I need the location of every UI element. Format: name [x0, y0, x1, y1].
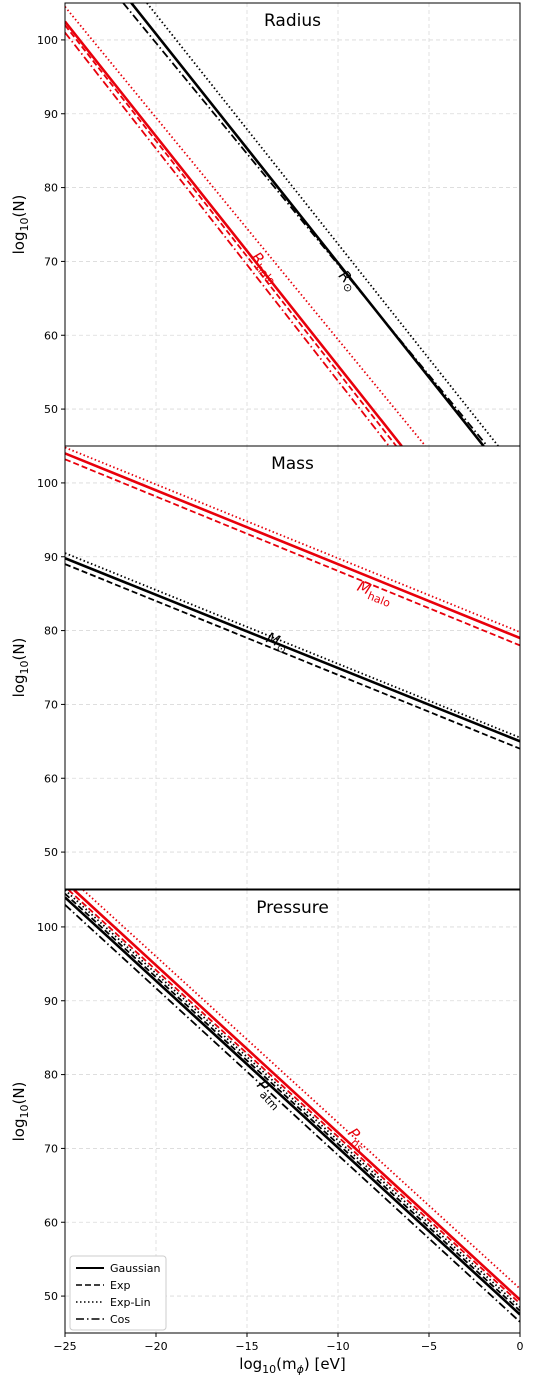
panel-frame: [64, 2, 521, 447]
y-tick-label: 80: [44, 625, 58, 638]
grid: [64, 446, 521, 889]
grid: [64, 3, 521, 446]
y-tick-label: 100: [37, 477, 58, 490]
x-tick-label: −10: [326, 1340, 349, 1353]
series-line-red-dashed: [65, 458, 520, 647]
series-line-black-dashed: [65, 893, 520, 1312]
series-line-red-dashed: [65, 24, 397, 446]
series-line-red-dotted: [65, 446, 520, 633]
curve-label: M⊙: [263, 629, 291, 657]
series-line-black-dashdot: [122, 3, 488, 446]
series-line-red-solid: [65, 452, 520, 640]
y-tick-label: 70: [44, 698, 58, 711]
y-axis: 50 60 70 80 90 100: [37, 477, 65, 859]
panel-frame: [64, 445, 521, 890]
series-line-red-dotted: [82, 890, 520, 1290]
series-line-black-dotted: [65, 890, 520, 1308]
panel-title: Pressure: [256, 898, 329, 918]
y-tick-label: 90: [44, 108, 58, 121]
series-line-red-dashdot: [65, 31, 390, 446]
y-tick-label: 70: [44, 1142, 58, 1155]
legend: Gaussian Exp Exp-Lin Cos: [69, 1255, 167, 1331]
x-tick-label: −25: [53, 1340, 76, 1353]
x-axis: −25 −20 −15 −10 −5 0: [53, 1333, 524, 1353]
legend-label: Exp-Lin: [110, 1296, 151, 1309]
series-line-red-solid: [73, 890, 520, 1301]
y-tick-label: 90: [44, 551, 58, 564]
y-axis: 50 60 70 80 90 100: [37, 921, 65, 1303]
y-tick-label: 50: [44, 1290, 58, 1303]
x-tick-label: −15: [235, 1340, 258, 1353]
legend-label: Exp: [110, 1279, 130, 1292]
y-axis-label: log10(N): [10, 1082, 31, 1142]
series-line-black-dotted: [146, 3, 499, 446]
x-tick-label: −5: [421, 1340, 437, 1353]
y-tick-label: 70: [44, 255, 58, 268]
series-line-black-dashdot: [65, 904, 520, 1323]
y-tick-label: 60: [44, 772, 58, 785]
y-tick-label: 90: [44, 995, 58, 1008]
radius-panel: 50 60 70 80 90 100 Radius Rhalo R⊙ log10(N): [10, 2, 521, 447]
curve-labels: Mhalo M⊙: [263, 577, 396, 657]
curve-label: R⊙: [333, 267, 362, 296]
curve-label: Mhalo: [354, 577, 396, 610]
series-layer: [65, 446, 520, 750]
series-line-red-dotted: [65, 6, 427, 446]
series-line-red-dashed: [67, 890, 520, 1305]
series-line-black-solid: [65, 556, 520, 743]
series-line-red-solid: [65, 20, 403, 446]
y-axis: 50 60 70 80 90 100: [37, 34, 65, 416]
y-tick-label: 60: [44, 329, 58, 342]
y-tick-label: 100: [37, 34, 58, 47]
mass-panel: 50 60 70 80 90 100 Mass Mhalo M⊙ log10(N): [10, 445, 521, 890]
x-tick-label: 0: [517, 1340, 524, 1353]
series-line-black-dashed: [65, 563, 520, 750]
y-axis-label: log10(N): [10, 195, 31, 255]
y-tick-label: 50: [44, 846, 58, 859]
series-layer: [65, 890, 520, 1323]
y-tick-label: 100: [37, 921, 58, 934]
legend-label: Cos: [110, 1313, 130, 1326]
x-tick-label: −20: [144, 1340, 167, 1353]
panel-title: Mass: [271, 454, 314, 474]
x-axis-label: log10(mϕ) [eV]: [239, 1355, 345, 1376]
panel-title: Radius: [264, 11, 321, 31]
curve-labels: Rhalo R⊙: [248, 248, 362, 296]
series-line-black-dashed: [130, 3, 485, 446]
series-line-black-solid: [65, 896, 520, 1316]
legend-label: Gaussian: [110, 1262, 160, 1275]
y-tick-label: 80: [44, 182, 58, 195]
y-axis-label: log10(N): [10, 638, 31, 698]
panel-frame: [64, 889, 521, 1334]
y-tick-label: 80: [44, 1069, 58, 1082]
y-tick-label: 60: [44, 1216, 58, 1229]
legend-box: [69, 1255, 167, 1331]
series-line-black-dotted: [65, 552, 520, 739]
y-tick-label: 50: [44, 403, 58, 416]
series-layer: [65, 3, 499, 446]
